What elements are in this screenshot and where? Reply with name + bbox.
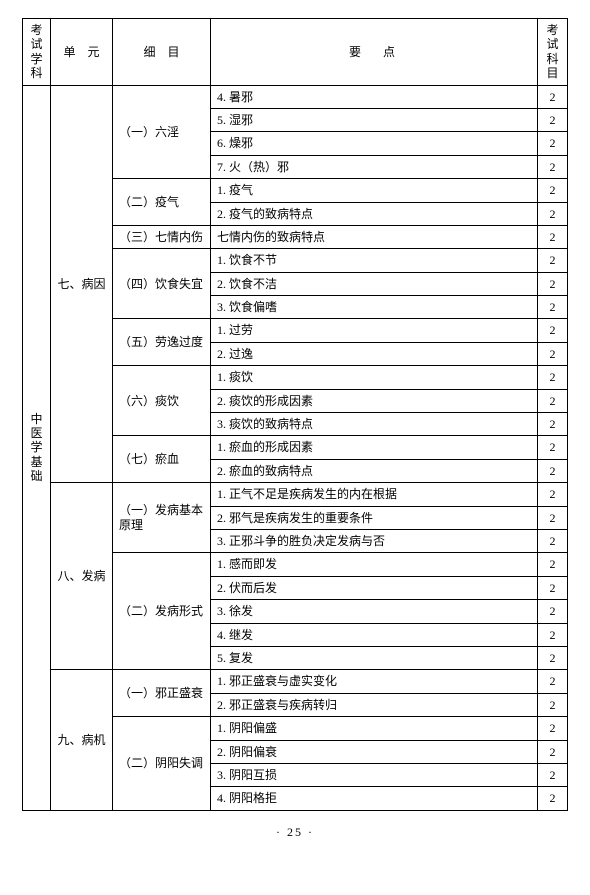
detail-cell: （一）六淫 <box>113 85 211 179</box>
point-cell: 2. 伏而后发 <box>211 576 538 599</box>
subj2-cell: 2 <box>538 740 568 763</box>
point-cell: 2. 邪正盛衰与疾病转归 <box>211 693 538 716</box>
subj2-cell: 2 <box>538 553 568 576</box>
subj2-cell: 2 <box>538 717 568 740</box>
subj2-cell: 2 <box>538 342 568 365</box>
point-cell: 5. 复发 <box>211 646 538 669</box>
detail-cell: （一）发病基本原理 <box>113 483 211 553</box>
subj2-cell: 2 <box>538 436 568 459</box>
subj2-cell: 2 <box>538 179 568 202</box>
detail-cell: （二）发病形式 <box>113 553 211 670</box>
point-cell: 2. 痰饮的形成因素 <box>211 389 538 412</box>
point-cell: 1. 正气不足是疾病发生的内在根据 <box>211 483 538 506</box>
subj2-cell: 2 <box>538 576 568 599</box>
subj2-cell: 2 <box>538 389 568 412</box>
table-header-row: 考试学科 单 元 细 目 要点 考试科目 <box>23 19 568 86</box>
point-cell: 2. 饮食不洁 <box>211 272 538 295</box>
point-cell: 3. 饮食偏嗜 <box>211 296 538 319</box>
header-subject2: 考试科目 <box>538 19 568 86</box>
point-cell: 4. 阴阳格拒 <box>211 787 538 810</box>
header-point: 要点 <box>211 19 538 86</box>
point-cell: 3. 徐发 <box>211 600 538 623</box>
table-row: 九、病机 （一）邪正盛衰 1. 邪正盛衰与虚实变化 2 <box>23 670 568 693</box>
point-cell: 1. 疫气 <box>211 179 538 202</box>
point-cell: 1. 感而即发 <box>211 553 538 576</box>
table-row: 八、发病 （一）发病基本原理 1. 正气不足是疾病发生的内在根据 2 <box>23 483 568 506</box>
subj2-cell: 2 <box>538 600 568 623</box>
detail-cell: （二）疫气 <box>113 179 211 226</box>
point-cell: 2. 阴阳偏衰 <box>211 740 538 763</box>
subj2-cell: 2 <box>538 483 568 506</box>
detail-cell: （五）劳逸过度 <box>113 319 211 366</box>
point-cell: 1. 饮食不节 <box>211 249 538 272</box>
subj2-cell: 2 <box>538 413 568 436</box>
detail-cell: （三）七情内伤 <box>113 225 211 248</box>
page: 考试学科 单 元 细 目 要点 考试科目 中医学基础 七、病因 （一）六淫 4.… <box>0 0 590 848</box>
point-cell: 1. 瘀血的形成因素 <box>211 436 538 459</box>
subj2-cell: 2 <box>538 763 568 786</box>
point-cell: 3. 正邪斗争的胜负决定发病与否 <box>211 529 538 552</box>
detail-cell: （二）阴阳失调 <box>113 717 211 811</box>
subject-cell: 中医学基础 <box>23 85 51 810</box>
subj2-cell: 2 <box>538 132 568 155</box>
point-cell: 七情内伤的致病特点 <box>211 225 538 248</box>
point-cell: 2. 邪气是疾病发生的重要条件 <box>211 506 538 529</box>
subj2-cell: 2 <box>538 249 568 272</box>
detail-cell: （四）饮食失宜 <box>113 249 211 319</box>
subj2-cell: 2 <box>538 693 568 716</box>
subj2-cell: 2 <box>538 366 568 389</box>
point-cell: 1. 过劳 <box>211 319 538 342</box>
subj2-cell: 2 <box>538 272 568 295</box>
point-cell: 2. 过逸 <box>211 342 538 365</box>
point-cell: 2. 疫气的致病特点 <box>211 202 538 225</box>
point-cell: 2. 瘀血的致病特点 <box>211 459 538 482</box>
header-subject: 考试学科 <box>23 19 51 86</box>
point-cell: 1. 邪正盛衰与虚实变化 <box>211 670 538 693</box>
point-cell: 4. 继发 <box>211 623 538 646</box>
point-cell: 6. 燥邪 <box>211 132 538 155</box>
subj2-cell: 2 <box>538 623 568 646</box>
subj2-cell: 2 <box>538 85 568 108</box>
subj2-cell: 2 <box>538 459 568 482</box>
detail-cell: （一）邪正盛衰 <box>113 670 211 717</box>
subj2-cell: 2 <box>538 296 568 319</box>
page-number: · 25 · <box>22 825 568 840</box>
detail-cell: （七）瘀血 <box>113 436 211 483</box>
subj2-cell: 2 <box>538 319 568 342</box>
point-cell: 1. 阴阳偏盛 <box>211 717 538 740</box>
subj2-cell: 2 <box>538 529 568 552</box>
table-row: 中医学基础 七、病因 （一）六淫 4. 暑邪 2 <box>23 85 568 108</box>
point-cell: 4. 暑邪 <box>211 85 538 108</box>
subj2-cell: 2 <box>538 646 568 669</box>
unit-cell: 七、病因 <box>51 85 113 483</box>
detail-cell: （六）痰饮 <box>113 366 211 436</box>
point-cell: 7. 火（热）邪 <box>211 155 538 178</box>
subj2-cell: 2 <box>538 787 568 810</box>
header-detail: 细 目 <box>113 19 211 86</box>
subj2-cell: 2 <box>538 225 568 248</box>
subj2-cell: 2 <box>538 155 568 178</box>
subj2-cell: 2 <box>538 506 568 529</box>
subj2-cell: 2 <box>538 670 568 693</box>
point-cell: 1. 痰饮 <box>211 366 538 389</box>
subj2-cell: 2 <box>538 202 568 225</box>
point-cell: 5. 湿邪 <box>211 108 538 131</box>
header-unit: 单 元 <box>51 19 113 86</box>
point-cell: 3. 阴阳互损 <box>211 763 538 786</box>
subj2-cell: 2 <box>538 108 568 131</box>
syllabus-table: 考试学科 单 元 细 目 要点 考试科目 中医学基础 七、病因 （一）六淫 4.… <box>22 18 568 811</box>
unit-cell: 八、发病 <box>51 483 113 670</box>
unit-cell: 九、病机 <box>51 670 113 810</box>
point-cell: 3. 痰饮的致病特点 <box>211 413 538 436</box>
